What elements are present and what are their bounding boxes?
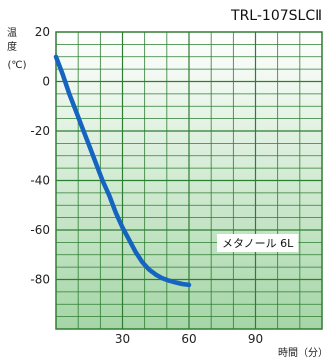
x-axis-label: 時間（分）	[278, 347, 328, 359]
y-axis-label-line1: 温	[7, 27, 17, 39]
legend-box	[217, 234, 299, 252]
y-axis-label-line2: 度	[7, 40, 17, 53]
tick-labels: 20 0 -20 -40 -60 -80 30 60 90	[30, 25, 263, 346]
y-tick-label: -60	[30, 223, 50, 237]
x-tick-label: 30	[115, 332, 130, 346]
y-tick-label: 20	[35, 25, 50, 39]
chart-title: TRL-107SLCⅡ	[230, 8, 322, 24]
series	[53, 54, 192, 288]
y-tick-label: -40	[30, 174, 50, 188]
grid	[56, 32, 322, 329]
y-tick-label: -80	[30, 273, 50, 287]
legend-entry: メタノール 6L	[222, 237, 294, 250]
y-axis-label-unit: (℃)	[7, 60, 26, 71]
x-tick-label: 60	[181, 332, 196, 346]
y-tick-label: -20	[30, 124, 50, 138]
plot-border	[55, 31, 323, 330]
x-tick-label: 90	[248, 332, 263, 346]
y-tick-label: 0	[42, 75, 50, 89]
series-line	[53, 54, 192, 288]
